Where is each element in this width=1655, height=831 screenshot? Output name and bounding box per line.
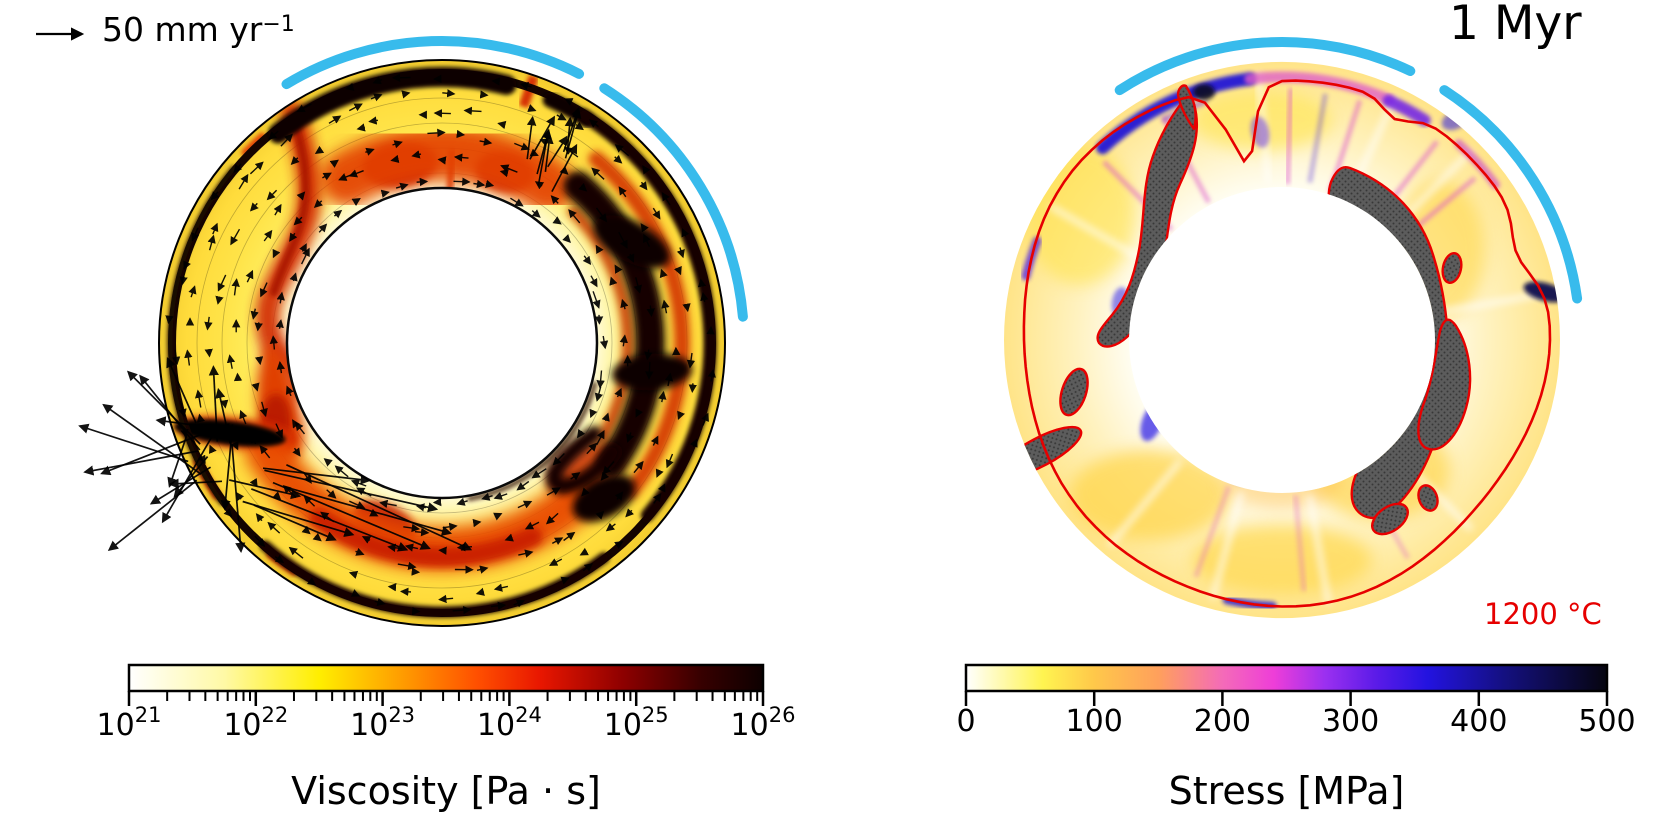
viscosity-tick-label: 1025	[603, 703, 669, 743]
isotherm-contour-1200C	[1022, 79, 1552, 608]
viscosity-axis-label: Viscosity [Pa · s]	[291, 769, 601, 813]
viscosity-tick-label: 1023	[350, 703, 416, 743]
stress-tick-label: 400	[1450, 704, 1508, 739]
viscosity-colorbar	[127, 663, 765, 693]
continent-arcs-right	[1114, 37, 1583, 304]
viscosity-tick-label: 1021	[96, 703, 162, 743]
stress-tick-label: 300	[1321, 704, 1380, 739]
viscosity-annulus-plot	[78, 36, 748, 627]
stress-axis-label: Stress [MPa]	[1168, 769, 1405, 813]
stress-colorbar	[964, 663, 1609, 693]
viscosity-tick-label: 1022	[223, 703, 289, 743]
velocity-scale-text: 50 mm yr	[102, 10, 263, 49]
stress-tick-label: 200	[1193, 704, 1252, 739]
continent-arcs-left	[281, 36, 748, 322]
viscosity-colorbar-ticks	[127, 691, 765, 706]
velocity-quiver-plume	[78, 106, 582, 553]
isotherm-label: 1200 °C	[1484, 597, 1602, 631]
stress-tick-label: 0	[956, 704, 976, 739]
outer-boundary	[158, 59, 726, 627]
stress-tick-label: 100	[1065, 704, 1123, 739]
inner-boundary	[285, 186, 599, 500]
stress-annulus-plot	[1003, 37, 1583, 619]
viscosity-tick-label: 1024	[476, 703, 542, 743]
stress-colorbar-ticks	[964, 691, 1609, 706]
time-label: 1 Myr	[1449, 0, 1582, 51]
colorbars	[127, 663, 1609, 706]
velocity-quiver	[165, 73, 716, 616]
velocity-scale-exponent: −1	[262, 12, 295, 37]
viscosity-tick-label: 1026	[730, 703, 796, 743]
stress-tick-label: 500	[1578, 704, 1636, 739]
velocity-scale-label: 50 mm yr−1	[102, 10, 295, 49]
